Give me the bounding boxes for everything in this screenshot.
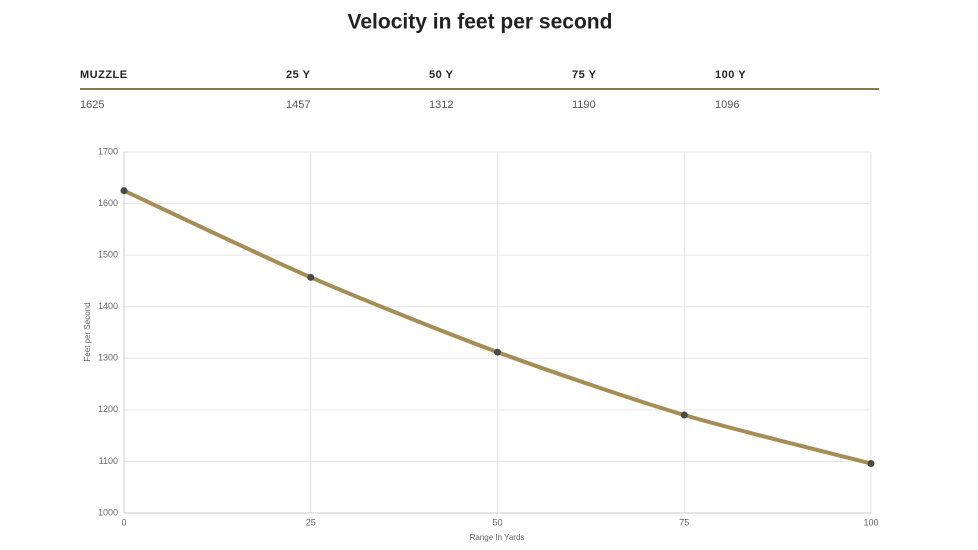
table-header: MUZZLE bbox=[80, 69, 128, 81]
table-header: 25 Y bbox=[286, 69, 311, 81]
point bbox=[867, 459, 875, 467]
table-cell: 1190 bbox=[572, 99, 596, 111]
x-tick-label: 100 bbox=[863, 517, 878, 527]
point bbox=[120, 187, 128, 195]
y-tick-label: 1200 bbox=[98, 404, 118, 414]
table-cell: 1096 bbox=[715, 99, 739, 111]
y-tick-label: 1400 bbox=[98, 301, 118, 311]
point bbox=[307, 273, 315, 281]
table-cell: 1312 bbox=[429, 99, 453, 111]
y-tick-label: 1700 bbox=[98, 146, 118, 156]
table-cell: 1457 bbox=[286, 99, 310, 111]
table-header: 100 Y bbox=[715, 69, 746, 81]
y-tick-label: 1600 bbox=[98, 198, 118, 208]
page-title: Velocity in feet per second bbox=[348, 11, 613, 34]
y-tick-label: 1000 bbox=[98, 507, 118, 517]
table-header: 75 Y bbox=[572, 69, 597, 81]
table-header: 50 Y bbox=[429, 69, 454, 81]
point bbox=[494, 348, 501, 356]
x-tick-label: 25 bbox=[306, 517, 316, 527]
x-tick-label: 50 bbox=[492, 517, 502, 527]
y-axis-label: Feet per Second bbox=[83, 302, 92, 361]
y-tick-label: 1100 bbox=[99, 456, 118, 466]
x-tick-label: 0 bbox=[121, 517, 126, 527]
table-cell: 1625 bbox=[80, 99, 104, 111]
x-axis-label: Range In Yards bbox=[470, 533, 525, 542]
point bbox=[680, 411, 688, 419]
y-tick-label: 1300 bbox=[98, 353, 118, 363]
x-tick-label: 75 bbox=[679, 517, 689, 527]
y-tick-label: 1500 bbox=[98, 250, 118, 260]
